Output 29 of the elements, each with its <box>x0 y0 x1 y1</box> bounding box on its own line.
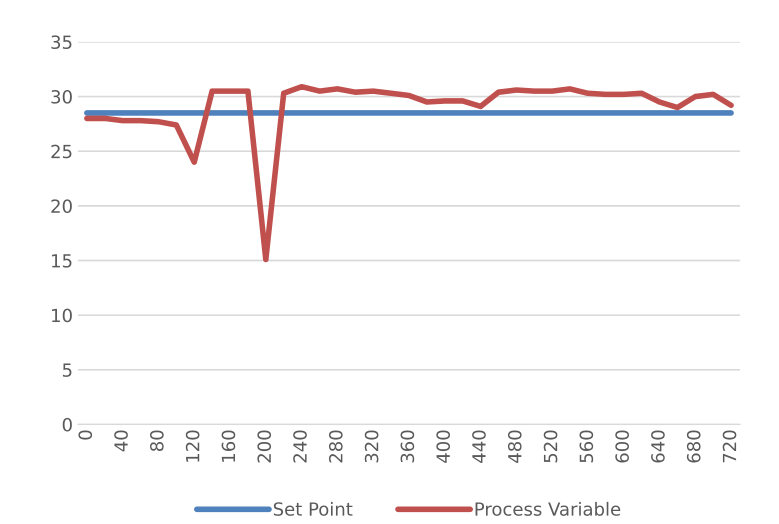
y-tick-label: 0 <box>62 418 72 432</box>
legend-label: Set Point <box>274 502 352 516</box>
x-tick-label: 440 <box>472 430 486 463</box>
x-tick-label: 0 <box>78 430 92 440</box>
y-tick-label: 25 <box>51 144 72 158</box>
x-tick-label: 320 <box>364 430 378 462</box>
legend-label: Process Variable <box>476 502 620 516</box>
x-tick-label: 640 <box>651 430 665 463</box>
y-tick-label: 10 <box>52 308 72 322</box>
x-tick-label: 120 <box>186 430 200 462</box>
y-tick-label: 35 <box>51 35 72 50</box>
x-tick-label: 200 <box>257 430 272 462</box>
x-tick-label: 600 <box>615 430 629 463</box>
x-tick-label: 520 <box>544 430 558 462</box>
x-tick-label: 360 <box>400 430 414 462</box>
x-tick-label: 80 <box>150 430 164 452</box>
y-tick-label: 20 <box>51 199 72 213</box>
y-tick-label: 30 <box>51 90 72 104</box>
x-tick-label: 240 <box>293 430 307 462</box>
x-tick-label: 280 <box>328 430 343 462</box>
x-tick-label: 160 <box>222 430 236 462</box>
y-tick-label: 15 <box>52 254 72 268</box>
x-tick-label: 680 <box>686 430 701 463</box>
x-tick-label: 400 <box>436 430 450 463</box>
x-tick-label: 560 <box>580 430 594 462</box>
x-tick-label: 480 <box>508 430 522 463</box>
y-tick-label: 5 <box>62 363 72 377</box>
x-tick-label: 40 <box>114 430 128 452</box>
x-tick-label: 720 <box>722 430 736 462</box>
